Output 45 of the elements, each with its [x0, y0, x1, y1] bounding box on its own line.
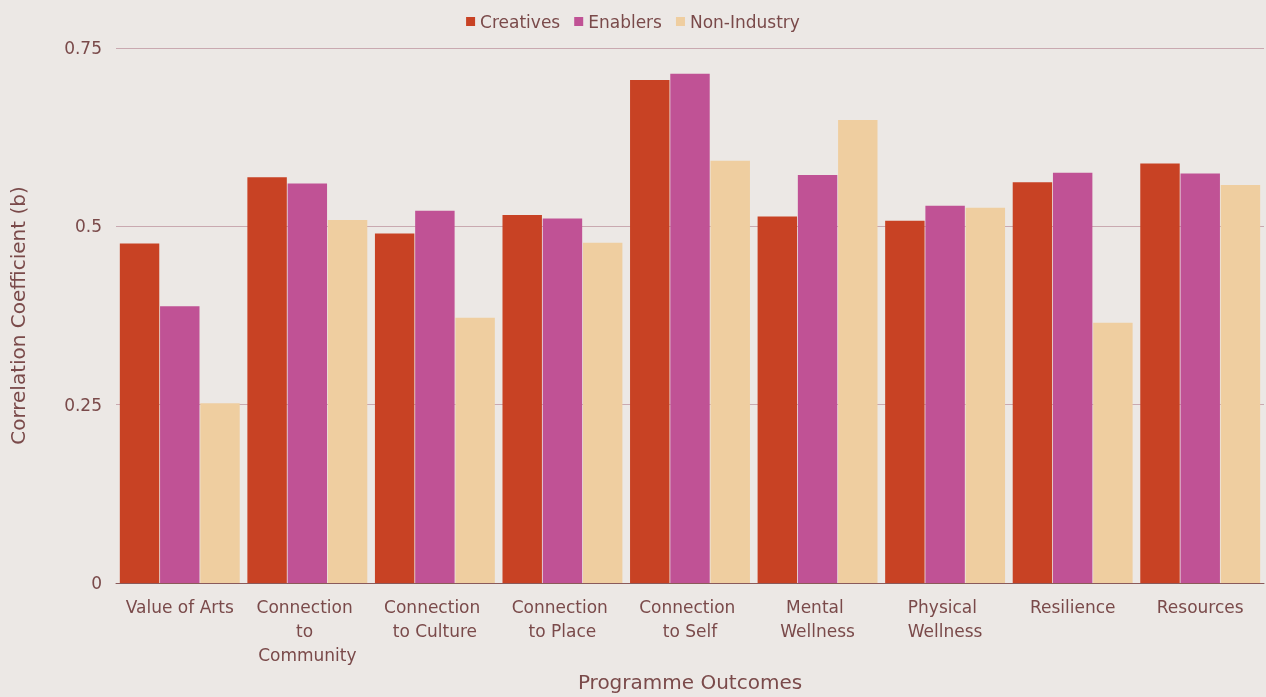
x-tick-label: Resilience: [1029, 597, 1116, 618]
bar: [455, 317, 495, 584]
bar: [925, 205, 965, 584]
bar: [502, 214, 542, 584]
bar: [542, 218, 583, 584]
bar: [200, 403, 240, 584]
bar: [838, 120, 878, 584]
bar: [1052, 172, 1093, 584]
x-axis-title: Programme Outcomes: [577, 670, 803, 694]
bar: [374, 233, 415, 584]
y-tick-label: 0.25: [64, 394, 102, 415]
y-tick-label: 0: [91, 573, 102, 594]
legend-label: Creatives: [480, 11, 561, 32]
y-tick-label: 0.75: [64, 38, 102, 58]
x-tick-label: Resources: [1156, 597, 1244, 618]
bar: [965, 207, 1006, 584]
x-tick-label: Connection to Community: [256, 597, 359, 666]
bar: [710, 160, 750, 584]
bar: [247, 177, 287, 584]
bar: [1180, 173, 1220, 584]
bar: [1140, 163, 1180, 584]
bar: [885, 220, 925, 584]
bar: [415, 210, 455, 584]
bar: [630, 80, 670, 584]
x-tick-label: Connection to Self: [639, 597, 741, 642]
legend-label: Enablers: [588, 11, 663, 32]
bar: [160, 306, 200, 584]
bar: [797, 175, 838, 584]
bar: [670, 73, 710, 584]
x-tick-label: Value of Arts: [125, 597, 234, 618]
x-tick-label: Physical Wellness: [907, 597, 983, 642]
bar: [119, 243, 160, 584]
x-tick-label: Mental Wellness: [780, 597, 856, 642]
bar: [1093, 322, 1133, 584]
bar: [1220, 184, 1261, 584]
legend-label: Non-Industry: [689, 11, 800, 32]
bar: [287, 183, 328, 584]
x-tick-label: Connection to Place: [511, 597, 614, 642]
bar: [1012, 182, 1053, 584]
y-axis-title: Correlation Coefficient (b): [6, 186, 30, 445]
bar: [327, 219, 368, 584]
bar: [757, 216, 798, 584]
x-tick-label: Connection to Culture: [384, 597, 486, 642]
bar: [582, 242, 623, 584]
y-tick-label: 0.5: [74, 216, 102, 237]
